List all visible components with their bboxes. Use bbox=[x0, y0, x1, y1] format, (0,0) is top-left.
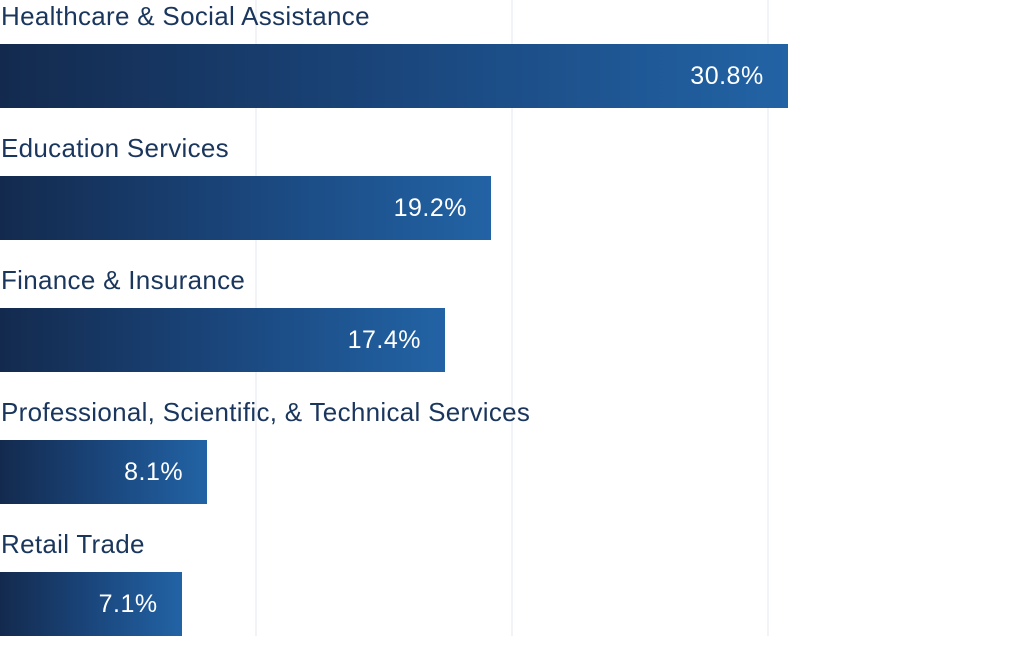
value-label: 7.1% bbox=[98, 590, 158, 618]
gridline bbox=[511, 0, 513, 636]
value-label: 30.8% bbox=[690, 62, 764, 90]
bar: 17.4% bbox=[0, 308, 445, 372]
category-label: Healthcare & Social Assistance bbox=[1, 1, 370, 31]
category-label: Education Services bbox=[1, 133, 229, 163]
bar: 30.8% bbox=[0, 44, 788, 108]
bar: 19.2% bbox=[0, 176, 492, 240]
value-label: 8.1% bbox=[124, 458, 184, 486]
value-label: 19.2% bbox=[393, 194, 468, 222]
bar-row: Professional, Scientific, & Technical Se… bbox=[0, 396, 1024, 528]
bar-row: Healthcare & Social Assistance 30.8% bbox=[0, 0, 1024, 132]
category-label: Professional, Scientific, & Technical Se… bbox=[1, 397, 531, 427]
bar-row: Education Services 19.2% bbox=[0, 132, 1024, 264]
category-label: Finance & Insurance bbox=[1, 265, 246, 295]
bar-row: Finance & Insurance 17.4% bbox=[0, 264, 1024, 396]
category-label: Retail Trade bbox=[1, 529, 145, 559]
bar: 7.1% bbox=[0, 572, 182, 636]
bar: 8.1% bbox=[0, 440, 208, 504]
gridline bbox=[767, 0, 769, 636]
bar-row: Retail Trade 7.1% bbox=[0, 528, 1024, 660]
value-label: 17.4% bbox=[347, 326, 421, 354]
